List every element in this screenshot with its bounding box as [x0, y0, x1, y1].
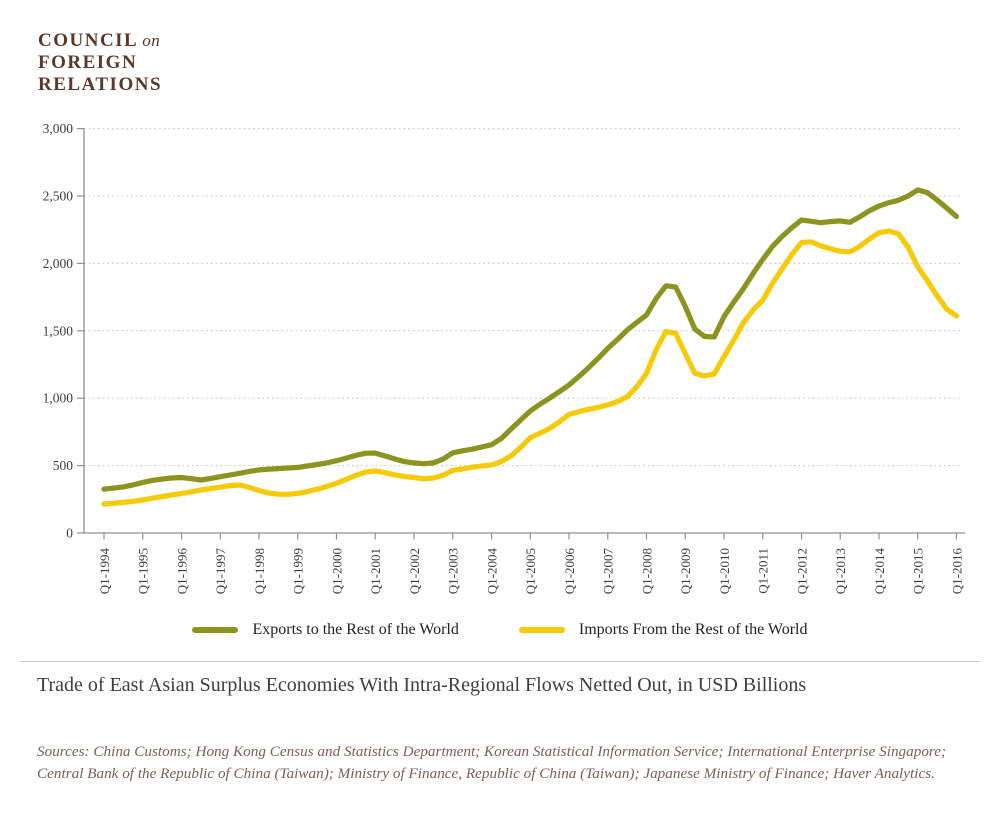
x-tick-label: Q1-2016	[949, 548, 964, 595]
y-tick-label: 1,000	[43, 391, 74, 406]
imports-line-swatch	[518, 627, 565, 633]
y-tick-label: 1,500	[43, 323, 74, 338]
trade-line-chart: 0 500 1,000 1,500 2,000 2,500 3,000 Q1-1994 Q1-1…	[43, 121, 965, 595]
legend-item-imports: Imports From the Rest of the World	[518, 621, 808, 639]
x-tick-label: Q1-2011	[756, 548, 771, 594]
x-tick-label: Q1-2001	[368, 548, 383, 594]
x-tick-label: Q1-2015	[911, 548, 926, 594]
x-tick-label: Q1-2007	[601, 548, 616, 595]
x-tick-label: Q1-2014	[872, 548, 887, 595]
x-tick-label: Q1-1994	[97, 548, 112, 595]
x-tick-label: Q1-2009	[678, 548, 693, 594]
x-tick-label: Q1-2004	[484, 548, 499, 595]
x-tick-label: Q1-2012	[794, 548, 809, 594]
x-tick-label: Q1-2000	[329, 548, 344, 594]
x-tick-label: Q1-2006	[562, 548, 577, 595]
x-tick-label: Q1-1996	[174, 548, 189, 595]
logo-line-1: COUNCIL on	[38, 30, 162, 52]
x-tick-label: Q1-1997	[213, 548, 228, 595]
series-line-imports	[101, 228, 960, 507]
x-tick-label: Q1-2013	[833, 548, 848, 594]
y-tick-label: 500	[53, 458, 74, 473]
x-tick-label: Q1-2008	[639, 548, 654, 594]
logo-council: COUNCIL	[38, 30, 139, 51]
chart-title: Trade of East Asian Surplus Economies Wi…	[37, 674, 807, 696]
y-tick-label: 0	[66, 526, 73, 541]
y-tick-label: 2,000	[43, 256, 74, 271]
y-tick-label: 2,500	[43, 189, 74, 204]
x-tick-label: Q1-2002	[407, 548, 422, 594]
series-line-exports	[101, 187, 960, 492]
exports-line-swatch	[192, 627, 239, 633]
legend-item-exports: Exports to the Rest of the World	[192, 621, 459, 639]
legend-label-exports: Exports to the Rest of the World	[252, 621, 459, 638]
chart-sources: Sources: China Customs; Hong Kong Census…	[37, 743, 947, 782]
x-tick-label: Q1-1998	[252, 548, 267, 594]
footer-divider	[20, 661, 980, 662]
logo-on: on	[142, 31, 161, 50]
x-tick-label: Q1-2005	[523, 548, 538, 594]
x-tick-label: Q1-2010	[717, 548, 732, 594]
x-tick-label: Q1-1995	[136, 548, 151, 594]
logo-line-3: RELATIONS	[38, 74, 163, 95]
legend-label-imports: Imports From the Rest of the World	[578, 621, 808, 638]
logo-line-2: FOREIGN	[38, 52, 138, 73]
chart-legend: Exports to the Rest of the World Imports…	[0, 621, 1000, 639]
x-tick-label: Q1-1999	[291, 548, 306, 594]
y-tick-label: 3,000	[43, 121, 74, 136]
cfr-logo: COUNCIL on FOREIGN RELATIONS	[38, 30, 162, 96]
x-tick-label: Q1-2003	[446, 548, 461, 594]
